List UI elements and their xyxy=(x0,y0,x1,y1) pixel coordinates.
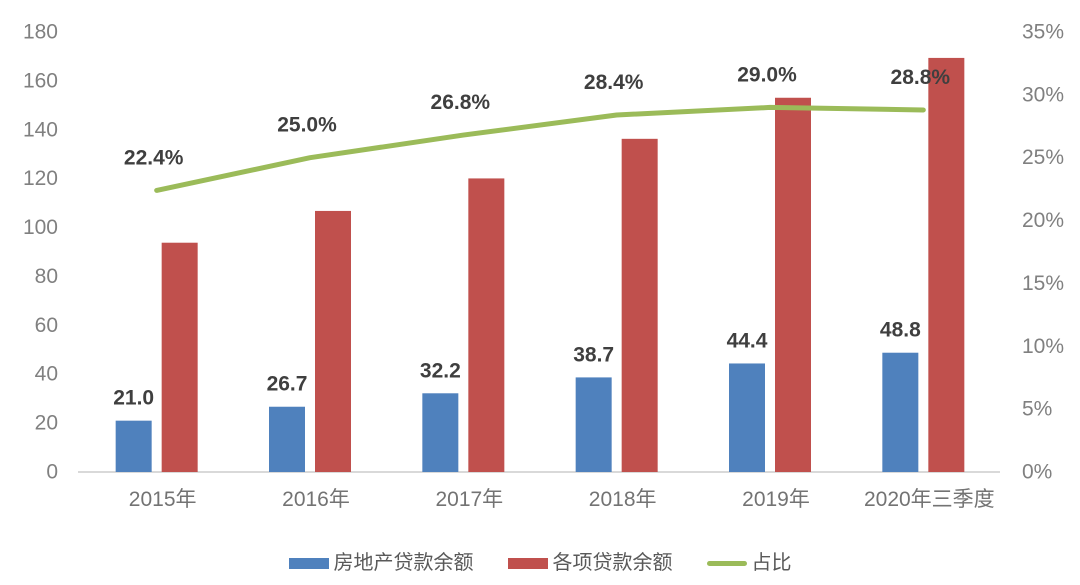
x-axis-category-label: 2020年三季度 xyxy=(864,488,995,511)
total-loan-bar xyxy=(468,178,505,472)
y-axis-left-tick: 80 xyxy=(35,265,58,288)
chart-legend: 房地产贷款余额 各项贷款余额 占比 xyxy=(0,548,1080,578)
line-value-label: 25.0% xyxy=(277,114,337,137)
line-value-label: 28.8% xyxy=(891,66,951,89)
total-loan-bar xyxy=(161,242,198,472)
bar-value-label: 44.4 xyxy=(727,329,768,352)
total-loan-bar xyxy=(775,97,811,472)
y-axis-left-tick: 160 xyxy=(23,69,58,92)
bar-value-label: 32.2 xyxy=(420,359,461,382)
ratio-line xyxy=(154,104,926,193)
y-axis-left-tick: 20 xyxy=(35,412,58,435)
bar-value-label: 26.7 xyxy=(267,373,308,396)
legend-label: 占比 xyxy=(751,552,792,574)
y-axis-right-tick: 30% xyxy=(1022,83,1064,106)
y-axis-right-tick: 15% xyxy=(1022,272,1064,295)
y-axis-left-tick: 0 xyxy=(46,461,58,484)
legend-item-total-loans: 各项贷款余额 xyxy=(507,552,673,574)
y-axis-right-tick: 20% xyxy=(1022,209,1064,232)
line-value-label: 22.4% xyxy=(124,146,184,169)
total-loan-bar xyxy=(315,210,351,472)
real-estate-loan-bar xyxy=(729,363,765,472)
real-estate-loan-bar xyxy=(115,420,152,472)
legend-item-real-estate-loans: 房地产贷款余额 xyxy=(288,552,474,574)
bar-value-label: 38.7 xyxy=(573,343,614,366)
y-axis-right-tick: 35% xyxy=(1022,21,1064,44)
x-axis-category-label: 2017年 xyxy=(435,488,503,511)
bar-value-label: 48.8 xyxy=(880,319,921,342)
y-axis-left-tick: 100 xyxy=(23,216,58,239)
green-line-swatch-icon xyxy=(706,560,747,566)
x-axis-category-label: 2018年 xyxy=(589,488,657,511)
legend-item-ratio: 占比 xyxy=(706,552,792,574)
total-loan-bar xyxy=(621,138,658,473)
real-estate-loan-bar xyxy=(575,377,612,472)
y-axis-left-tick: 180 xyxy=(23,21,58,44)
legend-label: 房地产贷款余额 xyxy=(333,552,474,574)
y-axis-right-tick: 25% xyxy=(1022,146,1064,169)
y-axis-right-tick: 5% xyxy=(1022,398,1052,421)
y-axis-left-tick: 120 xyxy=(23,167,58,190)
bar-value-label: 21.0 xyxy=(113,387,154,410)
line-value-label: 29.0% xyxy=(737,63,797,86)
x-axis-category-label: 2019年 xyxy=(742,488,810,511)
red-bar-swatch-icon xyxy=(507,557,548,569)
y-axis-right-tick: 0% xyxy=(1022,461,1052,484)
real-estate-loan-bar xyxy=(422,393,459,472)
blue-bar-swatch-icon xyxy=(288,557,329,569)
x-axis-category-label: 2015年 xyxy=(129,488,197,511)
real-estate-loan-bar xyxy=(882,352,919,472)
y-axis-right-tick: 10% xyxy=(1022,335,1064,358)
legend-label: 各项贷款余额 xyxy=(552,552,673,574)
line-value-label: 28.4% xyxy=(584,71,644,94)
total-loan-bar xyxy=(928,57,965,473)
y-axis-left-tick: 140 xyxy=(23,118,58,141)
y-axis-left-tick: 60 xyxy=(35,314,58,337)
y-axis-left-tick: 40 xyxy=(35,363,58,386)
line-value-label: 26.8% xyxy=(431,91,491,114)
x-axis-category-label: 2016年 xyxy=(282,488,350,511)
combo-chart: 0 20 40 60 80 100 120 140 160 180 0% 5% 10% 15% 20% 25%… xyxy=(23,21,1064,512)
real-estate-loan-bar xyxy=(269,406,305,472)
